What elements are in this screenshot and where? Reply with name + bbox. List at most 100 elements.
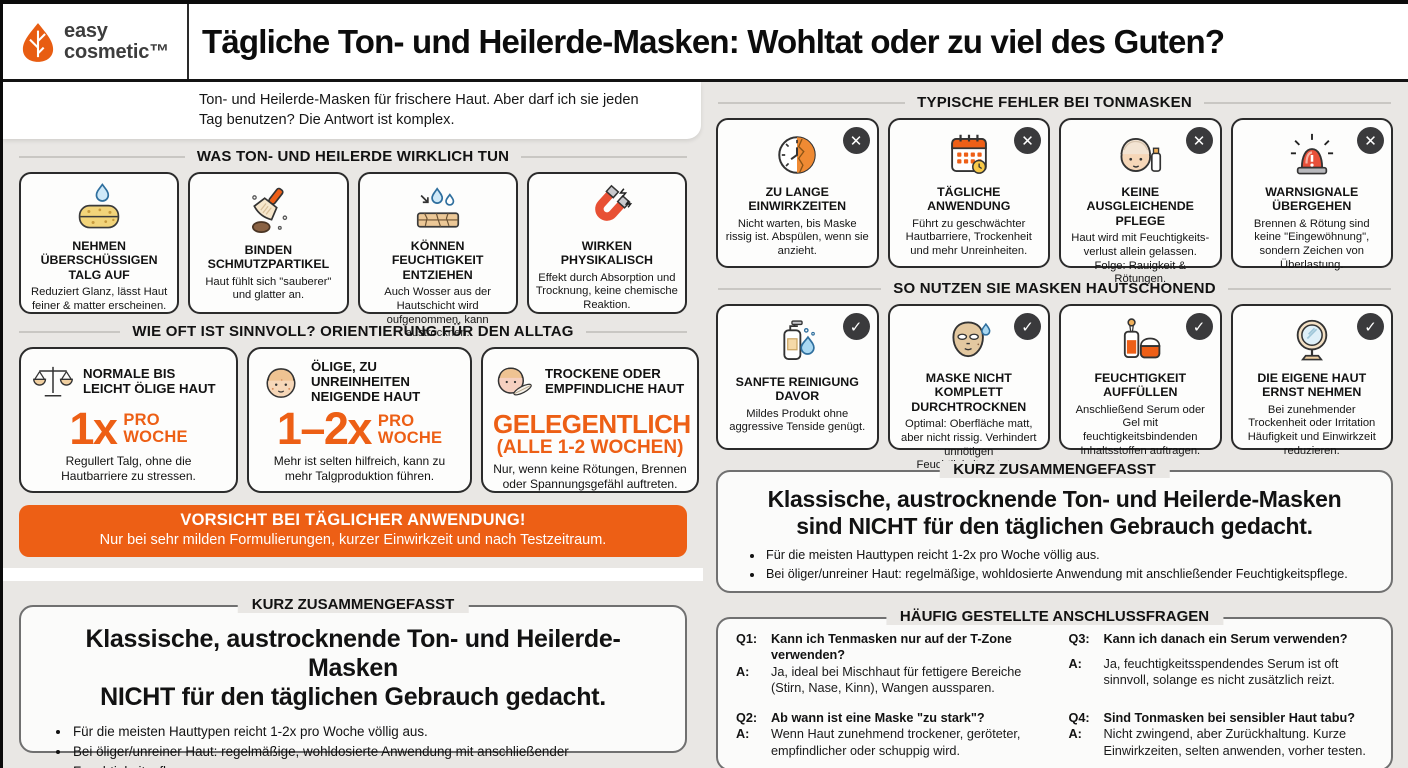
faq-item-q2: Q2: Ab wann ist eine Maske "zu stark"? A:… [736, 710, 1021, 758]
tips-cards-row: ✓ SANFTE REINIGUNG DAVOR Mi [716, 304, 1393, 471]
skin-type-title: ÖLIGE, ZU UNREINHEITEN NEIGENDE HAUT [311, 359, 421, 404]
card-title: TÄGLICHE ANWENDUNG [927, 185, 1011, 214]
card-text: Brennen & Rötung sind keine "Eingewöhnun… [1253, 217, 1370, 272]
card-text: Führt zu geschwächter Hautbarriere, Troc… [905, 217, 1032, 258]
card-too-long: ✕ ZU LANGE EINWIRKZEITEN Nicht warten, b… [716, 118, 879, 268]
card-text: Anschließend Serum oder Gel mit feuchtig… [1075, 403, 1205, 458]
faq-item-q4: Q4: Sind Tonmasken bei sensibler Haut tab… [1068, 710, 1366, 758]
faq-title: HÄUFIG GESTELLTE ANSCHLUSSFRAGEN [885, 607, 1224, 625]
warning-text: Nur bei sehr milden Formulierungen, kurz… [99, 532, 607, 548]
card-text: Mehr ist selten hilfreich, kann zu mehr … [273, 453, 446, 483]
card-take-skin-seriously: ✓ DIE EIGENE HAUT ERNST NEHMEN Bei zuneh… [1230, 304, 1393, 457]
card-normal-skin: NORMALE BIS LEICHT ÖLIGE HAUT 1x PRO WOC… [19, 347, 238, 493]
frequency-value: 1x PRO WOCHE [69, 403, 188, 454]
section-title: SO NUTZEN SIE MASKEN HAUTSCHONEND [893, 280, 1216, 297]
card-text: Nicht warten, bis Maske rissig ist. Absp… [725, 217, 869, 258]
card-title: BINDEN SCHMUTZPARTIKEL [207, 243, 330, 272]
summary-title: KURZ ZUSAMMENGEFASST [939, 461, 1170, 478]
card-text: Bei zunehmender Trockenheit oder Irritat… [1247, 403, 1376, 458]
card-title: WARNSIGNALE ÜBERGEHEN [1265, 185, 1359, 214]
card-no-aftercare: ✕ KEINE AUSGLEICHENDE PFLEGE [1059, 118, 1222, 285]
card-absorb-sebum: NEHMEN ÜBERSCHÜSSIGEN TALG AUF Reduziert… [19, 172, 180, 314]
summary-bullets: Für die meisten Hauttypen reicht 1-2x pr… [738, 546, 1371, 583]
faq-item-q3: Q3: Kann ich danach ein Serum verwenden? … [1068, 631, 1348, 688]
card-text: Mildes Produkt ohne aggressive Tenside g… [729, 407, 866, 434]
card-dry-skin: TROCKENE ODER EMPFINDLICHE HAUT GELEGENT… [481, 347, 699, 493]
frequency-value: 1–2x PRO WOCHE [276, 403, 443, 455]
card-title: DIE EIGENE HAUT ERNST NEHMEN [1257, 371, 1367, 400]
skin-type-title: TROCKENE ODER EMPFINDLICHE HAUT [545, 366, 685, 396]
sensitive-face-icon [493, 360, 537, 404]
card-bind-dirt: BINDEN SCHMUTZPARTIKEL Haut fühlt sich "… [188, 172, 349, 314]
card-text: Auch Wosser aus der Hautschicht wird ouf… [384, 285, 491, 340]
divider-line [585, 330, 688, 333]
balance-scale-icon [31, 360, 75, 404]
divider-line [718, 101, 906, 104]
card-title: SANFTE REINIGUNG DAVOR [735, 375, 859, 404]
intro-text: Ton- und Heilerde-Masken für frischere H… [3, 82, 701, 139]
mirror-icon [1285, 314, 1339, 368]
check-badge-icon: ✓ [1014, 313, 1041, 340]
what-cards-row: NEHMEN ÜBERSCHÜSSIGEN TALG AUF Reduziert… [19, 172, 687, 339]
card-text: Haut wird mit Feuchtigkeits- verlust all… [1071, 231, 1210, 286]
card-not-dry-out: ✓ MASKE NICHT KOMPLETT DURCHTROCKNEN Opt… [887, 304, 1050, 471]
section-divider [3, 568, 703, 581]
card-title: KÖNNEN FEUCHTIGKEIT ENTZIEHEN [391, 239, 484, 282]
divider-line [521, 155, 688, 158]
card-text: Effekt durch Absorption und Trocknung, k… [535, 271, 678, 312]
card-physical-effect: WIRKEN PHYSIKALISCH Effekt durch Absorpt… [526, 172, 687, 314]
cross-badge-icon: ✕ [1185, 127, 1213, 154]
check-badge-icon: ✓ [842, 313, 870, 340]
card-text: Haut fühlt sich "sauberer" und glatter a… [205, 275, 332, 302]
divider-line [1203, 101, 1391, 104]
section-title: WAS TON- UND HEILERDE WIRKLICH TUN [196, 148, 510, 165]
card-title: WIRKEN PHYSIKALISCH [560, 239, 653, 268]
sponge-drop-icon [72, 182, 126, 236]
calendar-icon [942, 128, 996, 182]
divider-line [1227, 287, 1392, 290]
card-ignore-warnings: ✕ WARNSIGNALE ÜBERGEHEN Brennen & Rötung… [1230, 118, 1393, 271]
oily-face-icon [259, 360, 303, 404]
card-oily-skin: ÖLIGE, ZU UNREINHEITEN NEIGENDE HAUT 1–2… [247, 347, 472, 493]
serum-jar-icon [1113, 314, 1167, 368]
leaf-logo-icon [21, 21, 55, 63]
moisture-skin-icon [411, 182, 465, 236]
cross-badge-icon: ✕ [1357, 127, 1384, 154]
card-title: KEINE AUSGLEICHENDE PFLEGE [1086, 185, 1194, 228]
summary-headline: Klassische, austrocknende Ton- und Heile… [85, 625, 621, 711]
summary-box-right: KURZ ZUSAMMENGEFASST Klassische, austroc… [716, 461, 1393, 593]
warning-banner: VORSICHT BEI TÄGLICHER ANWENDUNG! Nur be… [19, 505, 687, 557]
brand-name: easy cosmetic™ [64, 19, 169, 63]
cleanser-bottle-icon [770, 314, 824, 372]
card-daily-use: ✕ TÄGLICHE ANWENDUNG Führt zu geschwächt… [887, 118, 1050, 268]
section-header-tips: SO NUTZEN SIE MASKEN HAUTSCHONEND [718, 280, 1392, 297]
card-title: NEHMEN ÜBERSCHÜSSIGEN TALG AUF [40, 239, 158, 282]
section-header-what: WAS TON- UND HEILERDE WIRKLICH TUN [19, 148, 688, 165]
faq-box: HÄUFIG GESTELLTE ANSCHLUSSFRAGEN Q1: Kann… [716, 607, 1393, 768]
skin-type-title: NORMALE BIS LEICHT ÖLIGE HAUT [83, 366, 216, 396]
summary-title: KURZ ZUSAMMENGEFASST [237, 596, 469, 613]
mistakes-cards-row: ✕ ZU LANGE EINWIRKZEITEN Nicht warten, b… [716, 118, 1393, 285]
card-text: Regullert Talg, ohne die Hautbarriere zu… [61, 453, 196, 483]
magnet-icon [580, 182, 634, 236]
card-text: Reduziert Glanz, lässt Haut feiner & mat… [31, 285, 168, 312]
card-title: ZU LANGE EINWIRKZEITEN [748, 185, 847, 214]
warning-title: VORSICHT BEI TÄGLICHER ANWENDUNG! [180, 511, 526, 529]
divider-line [19, 330, 121, 333]
left-column: Ton- und Heilerde-Masken für frischere H… [3, 82, 703, 768]
bullet-item: Bei öliger/unreiner Haut: regelmäßige, w… [71, 742, 661, 768]
check-badge-icon: ✓ [1357, 313, 1384, 340]
clock-crack-icon [770, 128, 824, 182]
warning-siren-icon [1285, 128, 1339, 182]
divider-line [19, 155, 185, 158]
sheet-mask-icon [942, 314, 996, 368]
card-title: MASKE NICHT KOMPLETT DURCHTROCKNEN [911, 371, 1027, 414]
header: easy cosmetic™ Tägliche Ton- und Heilerd… [3, 4, 1408, 82]
card-replenish-moisture: ✓ FEUCHTIGKEIT AUFFÜLLEN Anschließend Se… [1059, 304, 1222, 457]
right-column: TYPISCHE FEHLER BEI TONMASKEN ✕ [703, 82, 1408, 768]
faq-grid: Q1: Kann ich Tenmasken nur auf der T-Zone… [736, 631, 1373, 760]
check-badge-icon: ✓ [1185, 313, 1213, 340]
frequency-value: GELEGENTLICH (ALLE 1-2 WOCHEN) [493, 409, 691, 459]
faq-item-q1: Q1: Kann ich Tenmasken nur auf der T-Zone… [736, 631, 1022, 696]
